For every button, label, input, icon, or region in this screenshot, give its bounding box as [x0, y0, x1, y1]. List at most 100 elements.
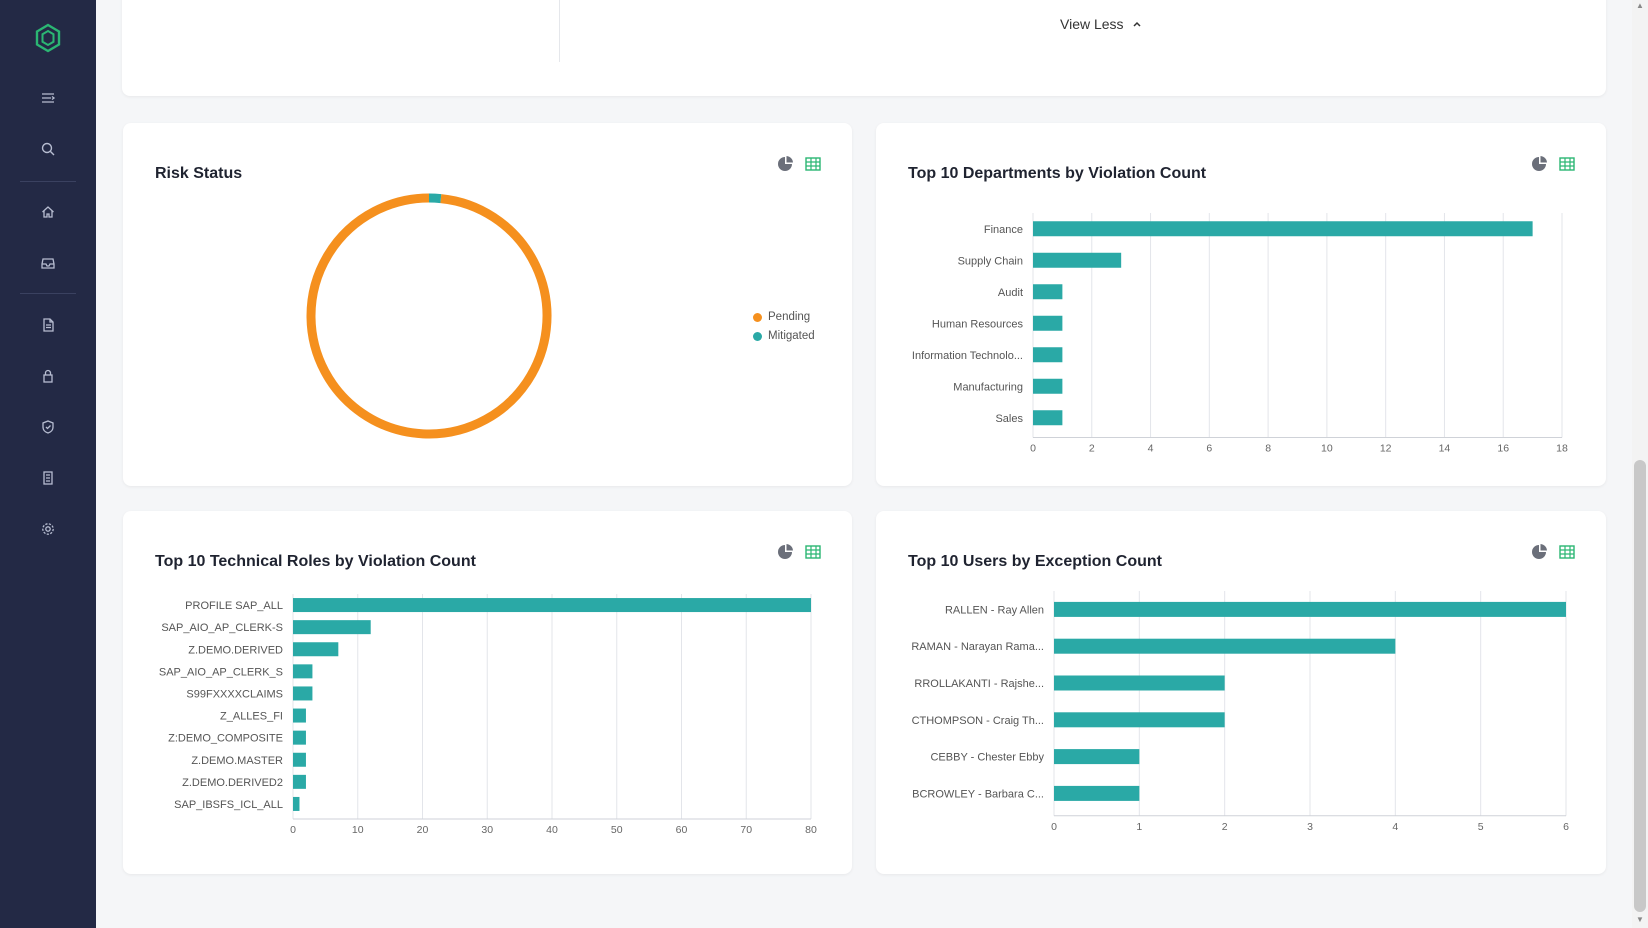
category-label: Z.DEMO.DERIVED2 [182, 777, 283, 789]
summary-divider [559, 0, 560, 62]
category-label: PROFILE SAP_ALL [185, 600, 283, 612]
bar[interactable] [293, 708, 306, 723]
bar[interactable] [293, 620, 371, 635]
x-tick-label: 6 [1206, 443, 1212, 455]
scrollbar-thumb[interactable] [1634, 460, 1646, 912]
bar[interactable] [1054, 749, 1140, 765]
table-view-icon[interactable] [804, 155, 822, 173]
bar[interactable] [293, 686, 313, 701]
bar[interactable] [293, 664, 313, 679]
summary-card: View Less [122, 0, 1606, 96]
chart-legend: Pending Mitigated [753, 311, 815, 349]
risk-status-chart [303, 193, 563, 463]
x-tick-label: 5 [1478, 821, 1484, 833]
home-icon[interactable] [36, 200, 60, 224]
document-icon[interactable] [36, 313, 60, 337]
x-tick-label: 30 [481, 824, 493, 836]
bar[interactable] [293, 796, 300, 811]
category-label: Finance [984, 224, 1023, 236]
legend-dot [753, 312, 762, 322]
x-tick-label: 16 [1497, 443, 1509, 455]
category-label: Z:DEMO_COMPOSITE [168, 733, 283, 745]
donut-slice-mitigated[interactable] [428, 193, 442, 204]
chart-tools [776, 543, 822, 561]
bar[interactable] [1054, 601, 1566, 617]
category-label: CTHOMPSON - Craig Th... [912, 715, 1044, 727]
x-tick-label: 80 [805, 824, 817, 836]
page-scrollbar[interactable]: ▲ ▼ [1632, 0, 1648, 928]
lock-icon[interactable] [36, 364, 60, 388]
sidebar-divider [20, 181, 76, 182]
pie-chart-icon[interactable] [1530, 543, 1548, 561]
x-tick-label: 0 [1051, 821, 1057, 833]
legend-item-mitigated[interactable]: Mitigated [753, 330, 815, 342]
scroll-up-arrow-icon[interactable]: ▲ [1636, 1, 1644, 10]
departments-card: Top 10 Departments by Violation Count 0 2… [876, 123, 1606, 486]
x-tick-label: 14 [1439, 443, 1451, 455]
category-label: Audit [998, 287, 1023, 299]
x-tick-label: 10 [352, 824, 364, 836]
pie-chart-icon[interactable] [1530, 155, 1548, 173]
category-label: Z.DEMO.MASTER [191, 755, 283, 767]
x-tick-label: 6 [1563, 821, 1569, 833]
bar[interactable] [1033, 252, 1122, 268]
x-tick-label: 3 [1307, 821, 1313, 833]
bar[interactable] [293, 752, 306, 767]
bar[interactable] [1054, 638, 1396, 654]
card-title: Top 10 Technical Roles by Violation Coun… [155, 553, 476, 570]
chevron-up-icon [1133, 21, 1141, 27]
x-tick-label: 20 [417, 824, 429, 836]
view-less-button[interactable]: View Less [1060, 16, 1142, 32]
hexagon-logo[interactable] [32, 22, 64, 54]
bar[interactable] [1033, 284, 1063, 300]
category-label: SAP_AIO_AP_CLERK_S [159, 666, 283, 678]
bar[interactable] [293, 730, 306, 745]
table-view-icon[interactable] [1558, 543, 1576, 561]
bar[interactable] [1054, 712, 1225, 728]
category-label: Supply Chain [958, 255, 1023, 267]
table-view-icon[interactable] [1558, 155, 1576, 173]
sidebar-divider [20, 293, 76, 294]
technical-roles-chart: 0 10 20 30 40 50 60 70 80 PROFILE SAP_ALL SAP_AIO_… [123, 591, 852, 871]
bar[interactable] [1054, 675, 1225, 691]
menu-icon[interactable] [36, 86, 60, 110]
bar[interactable] [1033, 410, 1063, 426]
x-tick-label: 12 [1380, 443, 1392, 455]
chart-tools [1530, 155, 1576, 173]
category-label: Information Technolo... [912, 350, 1023, 362]
donut-slice-pending[interactable] [306, 193, 552, 439]
bar[interactable] [293, 598, 811, 613]
settings-icon[interactable] [36, 517, 60, 541]
x-tick-label: 2 [1089, 443, 1095, 455]
x-tick-label: 50 [611, 824, 623, 836]
table-view-icon[interactable] [804, 543, 822, 561]
shield-icon[interactable] [36, 415, 60, 439]
category-label: CEBBY - Chester Ebby [930, 752, 1044, 764]
departments-bar-chart: 0 2 4 6 8 10 12 14 16 18 Finance Supply Chain Audit H… [912, 213, 1568, 455]
legend-label: Pending [768, 311, 811, 323]
category-label: BCROWLEY - Barbara C... [912, 788, 1044, 800]
pie-chart-icon[interactable] [776, 543, 794, 561]
report-icon[interactable] [36, 466, 60, 490]
pie-chart-icon[interactable] [776, 155, 794, 173]
legend-item-pending[interactable]: Pending [753, 311, 815, 323]
inbox-icon[interactable] [36, 251, 60, 275]
bar[interactable] [293, 642, 339, 657]
x-tick-label: 18 [1556, 443, 1568, 455]
x-tick-label: 4 [1148, 443, 1154, 455]
technical-roles-card: Top 10 Technical Roles by Violation Coun… [123, 511, 852, 874]
sidebar [0, 0, 96, 928]
bar[interactable] [1033, 221, 1533, 237]
bar[interactable] [1033, 315, 1063, 331]
scroll-down-arrow-icon[interactable]: ▼ [1636, 915, 1644, 924]
bar[interactable] [1033, 378, 1063, 394]
search-icon[interactable] [36, 137, 60, 161]
x-tick-label: 1 [1136, 821, 1142, 833]
users-card: Top 10 Users by Exception Count 0 1 2 3 4 5 6 R… [876, 511, 1606, 874]
category-label: SAP_IBSFS_ICL_ALL [174, 799, 283, 811]
x-tick-label: 10 [1321, 443, 1333, 455]
bar[interactable] [1033, 347, 1063, 363]
bar[interactable] [1054, 785, 1140, 801]
bar[interactable] [293, 774, 306, 789]
departments-chart: 0 2 4 6 8 10 12 14 16 18 Finance Supply Chain Audit H… [876, 203, 1606, 483]
